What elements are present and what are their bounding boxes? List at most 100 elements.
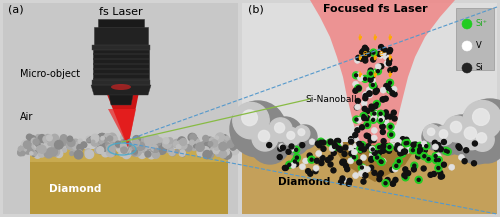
- Circle shape: [421, 141, 427, 147]
- Circle shape: [59, 138, 66, 146]
- Bar: [93, 78, 149, 80]
- Circle shape: [156, 151, 160, 155]
- Circle shape: [364, 133, 369, 138]
- Circle shape: [370, 57, 376, 62]
- Circle shape: [378, 158, 385, 165]
- Circle shape: [348, 138, 354, 144]
- Circle shape: [213, 147, 220, 154]
- Circle shape: [178, 137, 186, 145]
- Circle shape: [362, 115, 365, 117]
- Circle shape: [332, 143, 338, 148]
- Circle shape: [180, 146, 185, 150]
- Circle shape: [34, 147, 38, 150]
- Circle shape: [190, 136, 198, 145]
- Circle shape: [368, 157, 374, 162]
- Circle shape: [390, 133, 392, 136]
- Circle shape: [326, 158, 330, 163]
- Circle shape: [442, 147, 450, 154]
- Circle shape: [217, 145, 221, 149]
- Circle shape: [38, 150, 46, 157]
- Circle shape: [152, 135, 159, 143]
- Circle shape: [374, 68, 382, 75]
- Circle shape: [222, 137, 226, 141]
- Circle shape: [378, 117, 384, 124]
- Circle shape: [94, 148, 100, 153]
- Circle shape: [436, 143, 441, 148]
- Circle shape: [432, 157, 440, 164]
- Circle shape: [242, 110, 258, 126]
- Circle shape: [317, 143, 322, 148]
- Circle shape: [228, 141, 234, 148]
- Circle shape: [462, 63, 472, 73]
- Circle shape: [378, 171, 384, 176]
- Circle shape: [154, 136, 158, 141]
- Circle shape: [150, 144, 158, 152]
- Circle shape: [150, 142, 158, 150]
- Circle shape: [286, 161, 293, 168]
- Circle shape: [369, 50, 375, 56]
- Circle shape: [423, 144, 429, 150]
- Circle shape: [328, 162, 333, 167]
- Circle shape: [112, 136, 117, 141]
- Circle shape: [233, 102, 269, 139]
- Circle shape: [310, 158, 313, 161]
- Circle shape: [81, 142, 87, 148]
- Circle shape: [384, 84, 389, 89]
- Circle shape: [370, 116, 376, 122]
- Text: Micro-object: Micro-object: [20, 69, 80, 79]
- Circle shape: [87, 138, 90, 142]
- Polygon shape: [30, 149, 228, 162]
- Circle shape: [227, 141, 230, 144]
- Circle shape: [150, 145, 154, 150]
- Bar: [456, 8, 494, 70]
- Circle shape: [367, 70, 374, 77]
- Circle shape: [393, 162, 400, 169]
- Circle shape: [148, 151, 156, 159]
- Circle shape: [226, 142, 231, 148]
- Polygon shape: [109, 95, 133, 105]
- Circle shape: [384, 61, 390, 66]
- Circle shape: [55, 150, 60, 155]
- Circle shape: [55, 150, 62, 158]
- Circle shape: [172, 139, 181, 148]
- Circle shape: [220, 142, 225, 148]
- Circle shape: [132, 139, 140, 147]
- Circle shape: [363, 96, 368, 101]
- Circle shape: [336, 138, 340, 143]
- Circle shape: [370, 116, 376, 123]
- Circle shape: [24, 147, 32, 154]
- Circle shape: [50, 148, 58, 156]
- Circle shape: [338, 179, 344, 184]
- Circle shape: [37, 139, 40, 142]
- Circle shape: [163, 138, 169, 144]
- Circle shape: [146, 145, 150, 149]
- Circle shape: [113, 152, 116, 155]
- Circle shape: [358, 75, 364, 81]
- Circle shape: [306, 169, 310, 174]
- Circle shape: [381, 97, 386, 102]
- Circle shape: [363, 173, 368, 178]
- Circle shape: [377, 110, 384, 117]
- Circle shape: [230, 141, 238, 149]
- Circle shape: [362, 171, 368, 177]
- Text: Diamond: Diamond: [49, 184, 101, 194]
- Circle shape: [434, 159, 438, 162]
- Circle shape: [307, 153, 312, 158]
- Circle shape: [208, 142, 212, 146]
- Circle shape: [98, 133, 106, 141]
- Circle shape: [87, 138, 92, 143]
- Circle shape: [402, 149, 406, 154]
- Circle shape: [366, 144, 371, 149]
- Circle shape: [121, 144, 128, 151]
- Circle shape: [362, 173, 367, 178]
- Circle shape: [24, 141, 29, 146]
- Circle shape: [352, 156, 356, 159]
- Circle shape: [196, 147, 199, 150]
- Circle shape: [428, 172, 433, 177]
- Circle shape: [464, 148, 468, 153]
- Circle shape: [28, 135, 36, 143]
- Circle shape: [72, 147, 77, 152]
- Circle shape: [132, 143, 138, 149]
- Circle shape: [372, 150, 378, 155]
- Circle shape: [359, 56, 364, 61]
